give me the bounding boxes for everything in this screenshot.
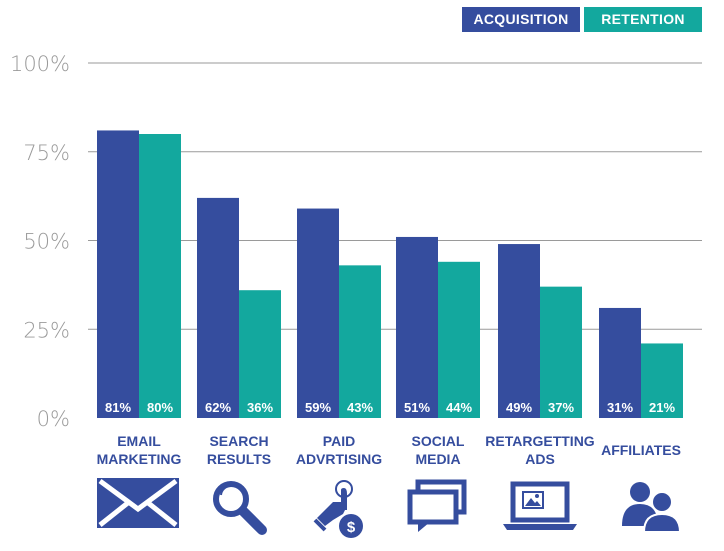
bar-retention-3	[438, 261, 480, 418]
category-label: ADS	[525, 451, 555, 467]
legend-retention-label: RETENTION	[601, 11, 685, 27]
legend-acquisition: ACQUISITION	[462, 7, 580, 32]
bar-retention-0	[139, 134, 181, 418]
y-axis-ticks: 0% 25% 50% 75% 100%	[10, 52, 70, 431]
category-label: EMAIL	[117, 433, 161, 449]
category-label: MARKETING	[97, 451, 182, 467]
value-label: 59%	[305, 400, 331, 415]
value-label: 21%	[649, 400, 675, 415]
value-label: 62%	[205, 400, 231, 415]
category-label: SEARCH	[209, 433, 268, 449]
category-label: MEDIA	[415, 451, 460, 467]
category-label: AFFILIATES	[601, 442, 681, 458]
category-label: PAID	[323, 433, 355, 449]
y-tick-label: 25%	[23, 318, 70, 342]
bar-acquisition-5	[599, 307, 641, 418]
category-labels: EMAIL MARKETING SEARCH RESULTS PAID ADVRTISIN…	[97, 433, 681, 467]
category-label: RETARGETTING	[485, 433, 595, 449]
laptop-image-icon	[503, 481, 577, 530]
value-label: 31%	[607, 400, 633, 415]
y-tick-label: 50%	[23, 230, 70, 254]
envelope-icon	[97, 478, 179, 528]
bar-retention-1	[239, 290, 281, 418]
value-label: 80%	[147, 400, 173, 415]
value-label: 51%	[404, 400, 430, 415]
bar-retention-4	[540, 286, 582, 418]
value-labels: 81% 80% 62% 36% 59% 43% 51% 44% 49% 37% 31% 21%	[105, 400, 675, 415]
bar-acquisition-3	[396, 236, 438, 418]
value-label: 44%	[446, 400, 472, 415]
legend-acquisition-label: ACQUISITION	[473, 11, 569, 27]
value-label: 81%	[105, 400, 131, 415]
y-tick-label: 75%	[23, 141, 70, 165]
hand-coin-icon: $	[313, 480, 363, 538]
value-label: 37%	[548, 400, 574, 415]
y-tick-label: 0%	[37, 407, 70, 431]
bars	[97, 130, 683, 418]
bar-acquisition-4	[498, 244, 540, 418]
category-label: SOCIAL	[412, 433, 465, 449]
bar-acquisition-0	[97, 130, 139, 418]
category-label: ADVRTISING	[296, 451, 382, 467]
value-label: 36%	[247, 400, 273, 415]
users-icon	[622, 482, 682, 533]
bar-acquisition-2	[297, 208, 339, 418]
bar-retention-2	[339, 265, 381, 418]
legend-retention: RETENTION	[584, 7, 702, 32]
bar-acquisition-1	[197, 197, 239, 418]
value-label: 49%	[506, 400, 532, 415]
chat-bubbles-icon	[407, 479, 467, 532]
y-tick-label: 100%	[10, 52, 70, 76]
category-label: RESULTS	[207, 451, 271, 467]
svg-text:$: $	[347, 519, 356, 536]
bar-retention-5	[641, 343, 683, 418]
magnifier-icon	[213, 481, 267, 535]
value-label: 43%	[347, 400, 373, 415]
